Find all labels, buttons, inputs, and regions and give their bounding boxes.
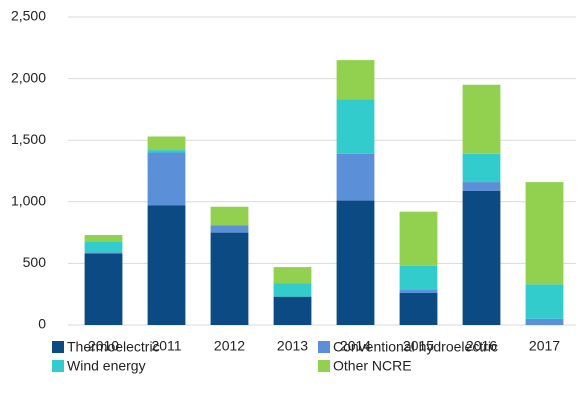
bar-segment bbox=[399, 265, 438, 290]
legend-label: Other NCRE bbox=[333, 358, 412, 374]
x-tick-label: 2015 bbox=[403, 338, 434, 354]
y-tick-label: 500 bbox=[23, 254, 47, 270]
bar-segment bbox=[525, 284, 564, 319]
legend-label: Conventional hydroelectric bbox=[333, 339, 498, 355]
bar-segment bbox=[147, 152, 186, 206]
y-tick-label: 2,000 bbox=[11, 69, 46, 85]
bar-segment bbox=[147, 205, 186, 325]
bar-segment bbox=[336, 200, 375, 325]
y-tick-label: 2,500 bbox=[11, 8, 46, 24]
bar-segment bbox=[210, 206, 249, 226]
bar-segment bbox=[525, 182, 564, 285]
x-tick-label: 2017 bbox=[529, 338, 560, 354]
bar-segment bbox=[210, 225, 249, 233]
bar-segment bbox=[84, 241, 123, 253]
y-tick-label: 0 bbox=[38, 316, 46, 332]
legend-swatch bbox=[52, 341, 64, 353]
bar-segment bbox=[273, 296, 312, 325]
bar-segment bbox=[336, 153, 375, 201]
bar-segment bbox=[273, 267, 312, 284]
bar-segment bbox=[273, 283, 312, 297]
bar-segment bbox=[336, 60, 375, 100]
x-tick-label: 2010 bbox=[88, 338, 119, 354]
bar-segment bbox=[462, 182, 501, 191]
bar-segment bbox=[336, 99, 375, 154]
bar-segment bbox=[84, 253, 123, 325]
bar-segment bbox=[147, 136, 186, 151]
bar-segment bbox=[210, 232, 249, 325]
bar-segment bbox=[147, 150, 186, 153]
y-tick-label: 1,500 bbox=[11, 131, 46, 147]
legend-swatch bbox=[52, 360, 64, 372]
legend-label: Wind energy bbox=[67, 358, 146, 374]
bar-segment bbox=[399, 289, 438, 293]
bar-segment bbox=[462, 153, 501, 183]
bar-segment bbox=[399, 292, 438, 325]
legend-label: Thermoelectric bbox=[67, 339, 160, 355]
x-tick-label: 2014 bbox=[340, 338, 371, 354]
x-tick-label: 2016 bbox=[466, 338, 497, 354]
legend-swatch bbox=[318, 360, 330, 372]
x-tick-label: 2011 bbox=[151, 338, 181, 354]
bar-segment bbox=[462, 190, 501, 325]
legend-swatch bbox=[318, 341, 330, 353]
bar-segment bbox=[84, 252, 123, 254]
bar-segment bbox=[84, 235, 123, 242]
bar-segment bbox=[462, 84, 501, 154]
x-tick-label: 2012 bbox=[214, 338, 245, 354]
y-tick-label: 1,000 bbox=[11, 193, 46, 209]
bar-segment bbox=[525, 318, 564, 325]
x-tick-label: 2013 bbox=[277, 338, 308, 354]
bar-segment bbox=[399, 211, 438, 266]
